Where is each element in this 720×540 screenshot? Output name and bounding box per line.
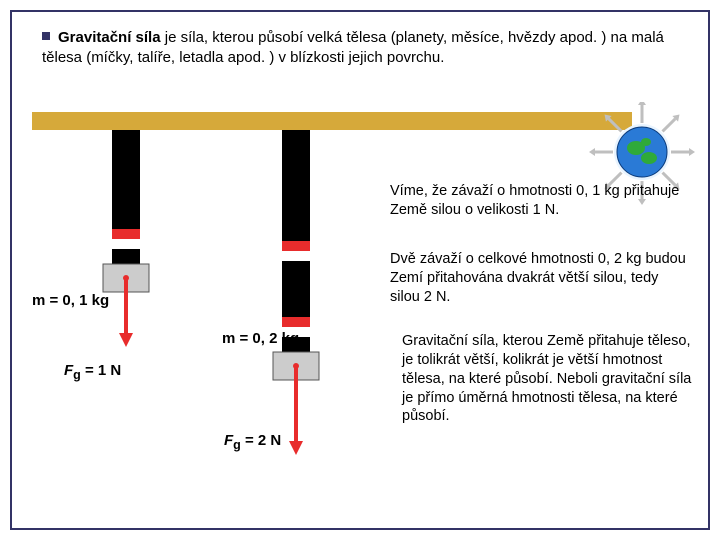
label-fg1: Fg = 1 N [64,362,121,382]
fg1-rest: = 1 N [81,362,121,379]
diagram-svg [32,102,712,532]
fg1-sub: g [73,368,81,382]
fg1-prefix: F [64,362,73,379]
para-3: Gravitační síla, kterou Země přitahuje t… [402,332,697,426]
fg2-sub: g [233,438,241,452]
fg2-prefix: F [224,432,233,449]
label-m1: m = 0, 1 kg [32,292,109,309]
support-bar [32,112,632,130]
weight-2 [282,130,310,352]
definition-bold: Gravitační síla [58,29,161,46]
para-2: Dvě závaží o celkové hmotnosti 0, 2 kg b… [390,250,690,307]
para-1: Víme, že závaží o hmotnosti 0, 1 kg přit… [390,182,690,220]
label-m2: m = 0, 2 kg [222,330,299,347]
diagram-area: m = 0, 1 kg m = 0, 2 kg Fg = 1 N Fg = 2 … [32,102,688,518]
bullet-icon [42,32,50,40]
slide-frame: Gravitační síla je síla, kterou působí v… [10,10,710,530]
definition-paragraph: Gravitační síla je síla, kterou působí v… [12,12,708,75]
label-fg2: Fg = 2 N [224,432,281,452]
fg2-rest: = 2 N [241,432,281,449]
weight-1 [112,130,140,264]
